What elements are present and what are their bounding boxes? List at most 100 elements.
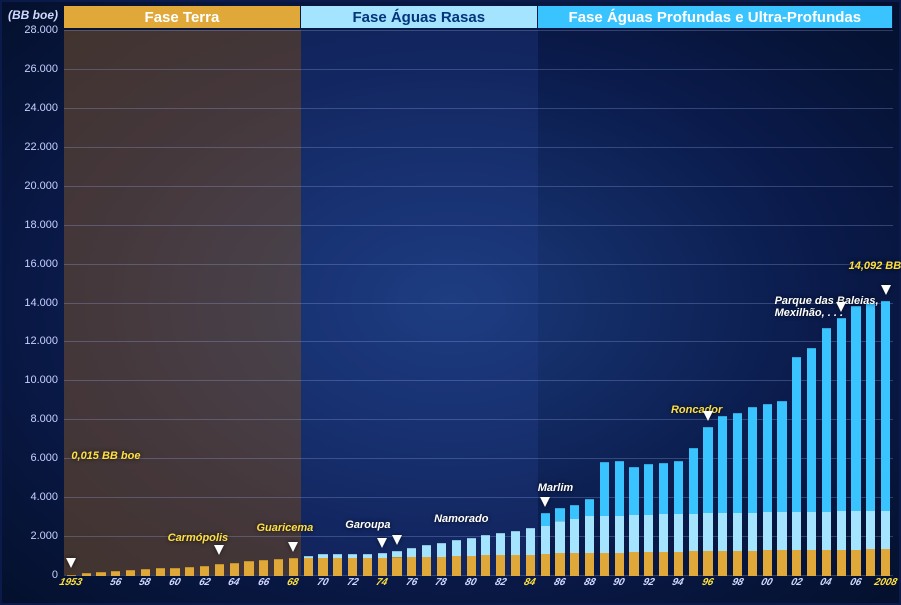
y-tick-label: 28.000 bbox=[24, 24, 64, 36]
bar-segment-rasas bbox=[881, 510, 890, 549]
bar-segment-terra bbox=[748, 550, 757, 576]
bar-segment-profundas bbox=[763, 404, 772, 512]
bar-segment-terra bbox=[363, 557, 372, 576]
x-tick-label: 78 bbox=[434, 575, 449, 588]
x-tick-label: 72 bbox=[345, 575, 360, 588]
bar-column bbox=[422, 30, 431, 575]
x-tick-label: 94 bbox=[671, 575, 686, 588]
bar-segment-terra bbox=[526, 554, 535, 576]
x-tick-label: 58 bbox=[138, 575, 153, 588]
bar-segment-rasas bbox=[570, 518, 579, 554]
bar-segment-profundas bbox=[851, 306, 860, 511]
bar-segment-terra bbox=[259, 560, 268, 576]
bar-group bbox=[64, 30, 893, 575]
bar-segment-rasas bbox=[629, 514, 638, 552]
bar-column bbox=[126, 30, 135, 575]
bar-column bbox=[363, 30, 372, 575]
y-axis-label: (BB boe) bbox=[8, 8, 58, 22]
bar-column bbox=[615, 30, 624, 575]
bar-column bbox=[659, 30, 668, 575]
bar-column bbox=[629, 30, 638, 575]
bar-column bbox=[348, 30, 357, 575]
bar-column bbox=[881, 30, 890, 575]
bar-segment-profundas bbox=[674, 461, 683, 514]
x-tick-label: 90 bbox=[612, 575, 627, 588]
bar-segment-terra bbox=[452, 555, 461, 576]
bar-segment-terra bbox=[481, 554, 490, 576]
annotation-pointer-icon bbox=[377, 538, 387, 548]
bar-segment-rasas bbox=[407, 548, 416, 557]
bar-segment-profundas bbox=[629, 467, 638, 515]
y-tick-label: 18.000 bbox=[24, 219, 64, 231]
x-tick-label: 04 bbox=[819, 575, 834, 588]
bar-column bbox=[600, 30, 609, 575]
bar-segment-terra bbox=[689, 550, 698, 576]
x-tick-label: 56 bbox=[109, 575, 124, 588]
bar-segment-terra bbox=[718, 550, 727, 576]
bar-segment-rasas bbox=[763, 511, 772, 550]
bar-segment-rasas bbox=[703, 512, 712, 551]
bar-segment-terra bbox=[318, 557, 327, 576]
x-tick-label: 02 bbox=[789, 575, 804, 588]
bar-column bbox=[378, 30, 387, 575]
bar-segment-rasas bbox=[585, 515, 594, 553]
bar-column bbox=[274, 30, 283, 575]
bar-segment-rasas bbox=[615, 515, 624, 553]
bar-segment-profundas bbox=[659, 463, 668, 514]
bar-column bbox=[763, 30, 772, 575]
bar-segment-terra bbox=[96, 572, 105, 576]
annotation-label: Parque das Baleias, Mexilhão, . . . bbox=[775, 295, 879, 319]
bar-segment-rasas bbox=[392, 551, 401, 558]
bar-column bbox=[392, 30, 401, 575]
y-tick-label: 4.000 bbox=[30, 491, 64, 503]
bar-segment-terra bbox=[333, 557, 342, 576]
bar-segment-rasas bbox=[348, 554, 357, 558]
bar-segment-terra bbox=[585, 552, 594, 576]
annotation-pointer-icon bbox=[66, 558, 76, 568]
y-tick-label: 10.000 bbox=[24, 374, 64, 386]
x-tick-label: 60 bbox=[168, 575, 183, 588]
x-tick-label: 62 bbox=[197, 575, 212, 588]
x-tick-label: 74 bbox=[375, 575, 390, 588]
bar-segment-rasas bbox=[748, 512, 757, 551]
bar-segment-profundas bbox=[541, 513, 550, 526]
bar-segment-terra bbox=[392, 557, 401, 576]
annotation-pointer-icon bbox=[392, 535, 402, 545]
bar-column bbox=[674, 30, 683, 575]
annotation-pointer-icon bbox=[703, 411, 713, 421]
bar-segment-terra bbox=[674, 551, 683, 576]
bar-segment-rasas bbox=[851, 510, 860, 549]
bar-column bbox=[452, 30, 461, 575]
bar-column bbox=[141, 30, 150, 575]
bar-segment-rasas bbox=[866, 510, 875, 549]
annotation-pointer-icon bbox=[836, 302, 846, 312]
y-tick-label: 8.000 bbox=[30, 413, 64, 425]
annotation-label: Guaricema bbox=[256, 522, 313, 534]
bar-segment-rasas bbox=[481, 535, 490, 555]
x-tick-label: 96 bbox=[701, 575, 716, 588]
bar-segment-rasas bbox=[807, 511, 816, 550]
bar-column bbox=[111, 30, 120, 575]
bar-column bbox=[244, 30, 253, 575]
bar-segment-rasas bbox=[718, 512, 727, 551]
bar-segment-profundas bbox=[644, 464, 653, 515]
bar-segment-terra bbox=[422, 556, 431, 576]
bar-segment-terra bbox=[244, 561, 253, 576]
x-tick-label: 68 bbox=[286, 575, 301, 588]
bar-segment-terra bbox=[274, 559, 283, 576]
y-tick-label: 2.000 bbox=[30, 530, 64, 542]
bar-column bbox=[215, 30, 224, 575]
bar-column bbox=[407, 30, 416, 575]
bar-column bbox=[185, 30, 194, 575]
x-tick-label: 98 bbox=[730, 575, 745, 588]
annotation-pointer-icon bbox=[881, 285, 891, 295]
annotation-label: Garoupa bbox=[345, 519, 390, 531]
bar-segment-rasas bbox=[333, 554, 342, 558]
x-tick-label: 64 bbox=[227, 575, 242, 588]
annotation-label: 0,015 BB boe bbox=[71, 450, 140, 462]
annotation-label: Carmópolis bbox=[168, 532, 229, 544]
bar-segment-rasas bbox=[496, 533, 505, 555]
bar-segment-profundas bbox=[689, 448, 698, 513]
bar-segment-rasas bbox=[659, 513, 668, 552]
bar-segment-profundas bbox=[748, 407, 757, 512]
